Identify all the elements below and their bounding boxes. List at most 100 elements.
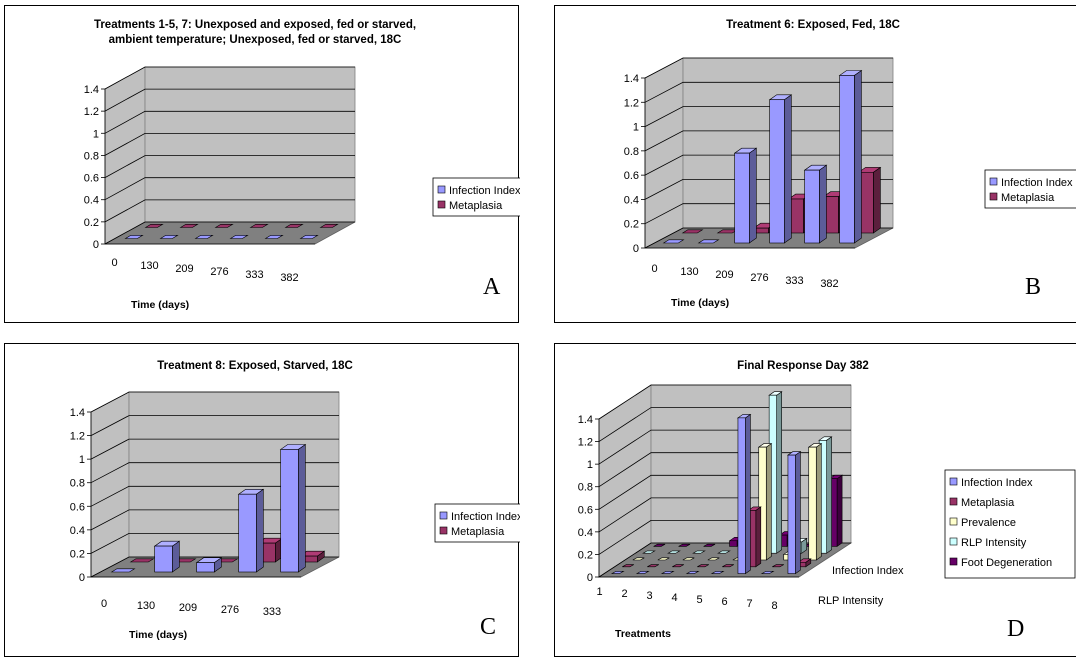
y-tick-label: 0 bbox=[79, 572, 85, 584]
bar-infection-index bbox=[195, 557, 223, 573]
gridline bbox=[598, 452, 851, 488]
bar-metaplasia bbox=[647, 564, 659, 568]
bar-side bbox=[755, 506, 762, 568]
bar-metaplasia bbox=[681, 229, 704, 234]
bar-infection-index bbox=[760, 571, 775, 574]
bar-flat bbox=[299, 235, 319, 239]
bar-infection-index bbox=[660, 571, 675, 574]
bar-flat bbox=[667, 550, 681, 554]
bar-infection-index bbox=[264, 235, 284, 239]
y-tick-label: 0.6 bbox=[84, 173, 99, 185]
x-tick-label: 130 bbox=[140, 260, 158, 272]
bar-side bbox=[819, 164, 827, 244]
bar-prevalence bbox=[682, 557, 695, 561]
side-wall bbox=[90, 391, 130, 578]
bar-flat bbox=[284, 224, 304, 228]
bar-flat bbox=[642, 550, 656, 554]
y-tick-label: 1.2 bbox=[84, 106, 99, 118]
gridline bbox=[104, 88, 355, 112]
chart-c: Treatment 8: Exposed, Starved, 18C 0 0.2 0.… bbox=[70, 360, 520, 641]
gridline bbox=[598, 519, 851, 555]
y-tick-label: 0.2 bbox=[624, 219, 639, 231]
x-tick-label: 130 bbox=[680, 266, 698, 278]
gridline bbox=[90, 509, 339, 531]
chart-title: Treatment 6: Exposed, Fed, 18C bbox=[726, 19, 900, 31]
bar-front bbox=[196, 562, 215, 573]
chart-title: Final Response Day 382 bbox=[737, 360, 869, 372]
bar-flat bbox=[692, 550, 706, 554]
bar-metaplasia bbox=[214, 224, 234, 228]
bar-flat bbox=[678, 543, 691, 547]
bar-infection-index bbox=[237, 488, 265, 573]
bar-flat bbox=[229, 235, 249, 239]
panel-letter: A bbox=[483, 274, 501, 300]
legend-box bbox=[432, 177, 520, 217]
gridline bbox=[90, 391, 339, 413]
bar-infection-index bbox=[635, 571, 650, 574]
bar-side bbox=[766, 443, 772, 561]
bar-prevalence bbox=[632, 557, 645, 561]
x-axis-label: Time (days) bbox=[671, 297, 729, 309]
bar-side bbox=[784, 94, 792, 244]
bar-prevalence bbox=[807, 443, 823, 561]
bar-side bbox=[172, 540, 180, 573]
bar-front bbox=[804, 169, 820, 244]
y-tick-label: 1.2 bbox=[70, 431, 85, 443]
bar-flat bbox=[319, 224, 339, 228]
legend-swatch bbox=[949, 537, 958, 546]
bar-flat bbox=[110, 568, 136, 573]
bar-flat bbox=[622, 564, 634, 568]
bar-side bbox=[297, 443, 306, 573]
bar-side bbox=[795, 451, 801, 575]
legend-label: Infection Index bbox=[449, 185, 520, 197]
x-tick-label: 382 bbox=[280, 272, 298, 284]
legend-swatch bbox=[439, 511, 448, 520]
bar-flat bbox=[717, 550, 731, 554]
y-tick-label: 0.2 bbox=[578, 549, 593, 561]
bar-metaplasia bbox=[857, 166, 882, 234]
gridline bbox=[104, 155, 355, 178]
x-tick-label: 333 bbox=[263, 606, 281, 618]
bar-infection-index bbox=[803, 164, 828, 244]
y-tick-label: 0.6 bbox=[578, 504, 593, 516]
bar-side bbox=[745, 413, 751, 575]
y-tick-label: 0.2 bbox=[84, 217, 99, 229]
x-tick-label: 333 bbox=[785, 275, 803, 287]
legend-swatch bbox=[989, 177, 998, 186]
bar-flat bbox=[697, 239, 720, 244]
bar-metaplasia bbox=[622, 564, 634, 568]
bar-infection-index bbox=[662, 239, 685, 244]
x-tick-label: 333 bbox=[245, 269, 263, 281]
bar-infection-index bbox=[786, 451, 802, 575]
bar-metaplasia bbox=[772, 564, 784, 568]
bar-infection-index bbox=[610, 571, 625, 574]
gridline bbox=[644, 81, 893, 103]
bar-flat bbox=[707, 557, 720, 561]
bar-infection-index bbox=[768, 94, 793, 244]
bar-front bbox=[737, 417, 746, 574]
bar-flat bbox=[653, 543, 666, 547]
x-tick-label: 276 bbox=[221, 604, 239, 616]
bar-flat bbox=[710, 571, 725, 574]
y-tick-label: 0 bbox=[633, 243, 639, 255]
bar-infection-index bbox=[685, 571, 700, 574]
bar-metaplasia bbox=[697, 564, 709, 568]
y-tick-label: 1.2 bbox=[624, 97, 639, 109]
chart-panel-c: Treatment 8: Exposed, Starved, 18C 0 0.2 0.… bbox=[4, 343, 520, 657]
bar-side bbox=[776, 391, 782, 554]
chart-d: Final Response Day 382 0 0.2 0.4 0.6 0.8 1 1.2 1… bbox=[578, 360, 1076, 642]
gridline bbox=[104, 177, 355, 201]
bar-metaplasia bbox=[179, 224, 199, 228]
y-tick-label: 0 bbox=[93, 239, 99, 251]
bar-infection-index bbox=[124, 235, 144, 239]
y-tick-label: 0.6 bbox=[624, 170, 639, 182]
x-tick-label: 209 bbox=[175, 263, 193, 275]
bar-flat bbox=[697, 564, 709, 568]
bar-prevalence bbox=[707, 557, 720, 561]
bar-side bbox=[256, 488, 264, 573]
bar-foot-degeneration bbox=[703, 543, 716, 547]
y-tick-label: 1.4 bbox=[70, 407, 85, 419]
bar-metaplasia bbox=[672, 564, 684, 568]
gridline bbox=[644, 106, 893, 127]
y-tick-label: 1 bbox=[633, 122, 639, 134]
